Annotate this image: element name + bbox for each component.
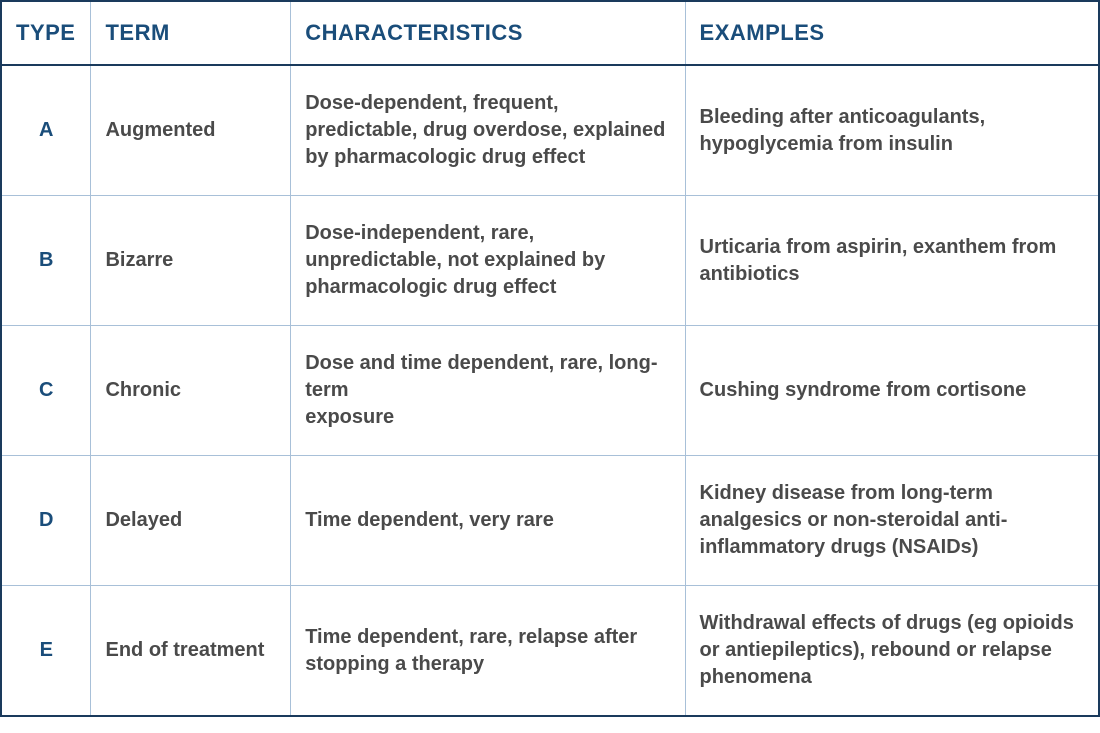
header-examples: EXAMPLES: [685, 1, 1099, 65]
cell-type: C: [1, 326, 91, 456]
cell-type: D: [1, 456, 91, 586]
cell-examples: Withdrawal effects of drugs (eg opioids …: [685, 586, 1099, 717]
header-characteristics: CHARACTERISTICS: [291, 1, 685, 65]
table-header-row: TYPE TERM CHARACTERISTICS EXAMPLES: [1, 1, 1099, 65]
header-term: TERM: [91, 1, 291, 65]
cell-examples: Cushing syndrome from cortisone: [685, 326, 1099, 456]
cell-type: A: [1, 65, 91, 196]
cell-examples: Kidney disease from long-term analgesics…: [685, 456, 1099, 586]
header-type: TYPE: [1, 1, 91, 65]
cell-term: Chronic: [91, 326, 291, 456]
cell-examples: Bleeding after anticoagulants, hypoglyce…: [685, 65, 1099, 196]
table-row: B Bizarre Dose-independent, rare, unpred…: [1, 196, 1099, 326]
table-row: C Chronic Dose and time dependent, rare,…: [1, 326, 1099, 456]
cell-characteristics: Dose and time dependent, rare, long-term…: [291, 326, 685, 456]
cell-type: E: [1, 586, 91, 717]
table-row: A Augmented Dose-dependent, frequent, pr…: [1, 65, 1099, 196]
cell-term: Delayed: [91, 456, 291, 586]
cell-examples: Urticaria from aspirin, exanthem from an…: [685, 196, 1099, 326]
cell-characteristics: Time dependent, rare, relapse after stop…: [291, 586, 685, 717]
table-row: D Delayed Time dependent, very rare Kidn…: [1, 456, 1099, 586]
adr-classification-table: TYPE TERM CHARACTERISTICS EXAMPLES A Aug…: [0, 0, 1100, 717]
cell-type: B: [1, 196, 91, 326]
cell-characteristics: Dose-independent, rare, unpredictable, n…: [291, 196, 685, 326]
table-row: E End of treatment Time dependent, rare,…: [1, 586, 1099, 717]
cell-characteristics: Dose-dependent, frequent, predictable, d…: [291, 65, 685, 196]
cell-term: End of treatment: [91, 586, 291, 717]
cell-term: Bizarre: [91, 196, 291, 326]
cell-characteristics: Time dependent, very rare: [291, 456, 685, 586]
cell-term: Augmented: [91, 65, 291, 196]
